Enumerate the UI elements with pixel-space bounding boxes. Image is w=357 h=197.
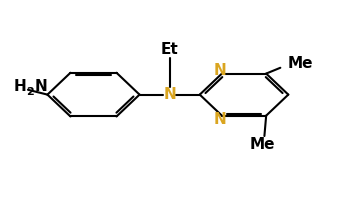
Text: N: N <box>214 112 226 127</box>
Text: Me: Me <box>287 56 313 71</box>
Text: N: N <box>163 87 176 102</box>
Text: Me: Me <box>250 137 275 152</box>
Text: H: H <box>14 79 26 94</box>
Text: N: N <box>35 79 48 94</box>
Text: Et: Et <box>161 42 178 58</box>
Text: N: N <box>214 63 226 78</box>
Text: 2: 2 <box>26 87 34 97</box>
